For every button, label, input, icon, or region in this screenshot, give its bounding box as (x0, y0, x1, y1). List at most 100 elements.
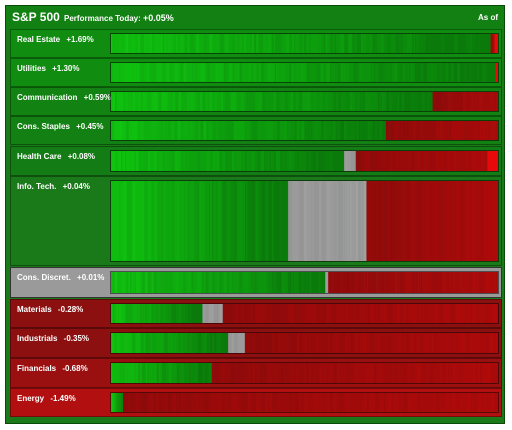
stock-stripe (343, 393, 347, 412)
stock-stripe (256, 363, 258, 383)
stock-stripe (255, 151, 258, 171)
sector-row[interactable]: Info. Tech. +0.04% (10, 176, 502, 266)
stock-stripe (401, 92, 405, 111)
stock-stripe (327, 363, 331, 383)
stock-stripe (257, 363, 261, 383)
sector-row[interactable]: Real Estate +1.69% (10, 29, 502, 58)
sector-row[interactable]: Utilities +1.30% (10, 58, 502, 87)
stock-stripe (111, 63, 114, 82)
sector-row[interactable]: Health Care +0.08% (10, 146, 502, 176)
stock-stripe (283, 333, 288, 353)
stock-stripe (323, 304, 327, 323)
stock-stripe (281, 34, 286, 53)
stock-stripe (265, 121, 270, 140)
stock-stripe (141, 363, 143, 383)
stock-stripe (180, 121, 184, 140)
stock-stripe (308, 34, 311, 53)
stock-stripe (231, 333, 235, 353)
stock-stripe (134, 121, 138, 140)
sector-stock-bar[interactable] (110, 180, 499, 262)
stock-stripe (276, 151, 281, 171)
stock-stripe (333, 34, 335, 53)
sector-name: Utilities (17, 64, 46, 73)
stock-stripe (462, 393, 466, 412)
stock-stripe (432, 272, 436, 293)
stock-stripe (449, 181, 453, 261)
sector-stock-bar[interactable] (110, 362, 499, 384)
sector-row[interactable]: Materials -0.28% (10, 299, 502, 328)
sector-row[interactable]: Communication +0.59% (10, 87, 502, 116)
sector-stock-bar[interactable] (110, 91, 499, 112)
stock-stripe (121, 363, 125, 383)
sector-stock-bar[interactable] (110, 271, 499, 294)
stock-stripe (124, 333, 127, 353)
stock-stripe (306, 363, 310, 383)
stock-stripe (190, 363, 194, 383)
sector-stock-bar[interactable] (110, 303, 499, 324)
sector-stock-bar[interactable] (110, 33, 499, 54)
stock-stripe (217, 363, 219, 383)
sector-row[interactable]: Industrials -0.35% (10, 328, 502, 358)
sector-row[interactable]: Cons. Staples +0.45% (10, 116, 502, 145)
stock-stripe (461, 34, 465, 53)
stock-stripe (387, 92, 390, 111)
stock-stripe (455, 272, 459, 293)
stock-stripe (479, 181, 482, 261)
stock-stripe (410, 363, 412, 383)
sector-stock-bar[interactable] (110, 332, 499, 354)
stock-stripe (182, 92, 187, 111)
stock-stripe (492, 304, 496, 323)
sector-stock-bar[interactable] (110, 150, 499, 172)
stock-stripe (233, 304, 236, 323)
stock-stripe (405, 151, 409, 171)
stock-stripe (172, 92, 176, 111)
stock-stripe (410, 181, 415, 261)
stock-stripe (478, 34, 481, 53)
stock-stripe (415, 63, 418, 82)
stock-stripe (342, 333, 346, 353)
stock-stripe (160, 363, 163, 383)
stock-stripe (324, 151, 327, 171)
sector-row[interactable]: Cons. Discret. +0.01% (10, 267, 502, 298)
stock-stripe (282, 181, 286, 261)
stock-stripe (157, 151, 159, 171)
sector-row[interactable]: Financials -0.68% (10, 358, 502, 388)
sector-stock-bar[interactable] (110, 62, 499, 83)
stock-stripe (280, 333, 282, 353)
stock-stripe (226, 272, 230, 293)
sector-name: Communication (17, 93, 78, 102)
stock-stripe (182, 333, 186, 353)
stock-stripe (275, 63, 277, 82)
stock-stripe (250, 272, 252, 293)
sector-stock-bar[interactable] (110, 120, 499, 141)
stock-stripe (209, 34, 213, 53)
stock-stripe (267, 393, 270, 412)
stock-stripe (298, 181, 300, 261)
stock-stripe (372, 121, 375, 140)
stock-stripe (368, 63, 371, 82)
stock-stripe (305, 304, 309, 323)
stock-stripe (145, 304, 148, 323)
stock-stripe (304, 121, 306, 140)
stock-stripe (126, 304, 128, 323)
sector-change: -0.68% (60, 364, 88, 373)
sector-row[interactable]: Energy -1.49% (10, 388, 502, 417)
stock-stripe (172, 151, 175, 171)
stock-stripe (292, 92, 297, 111)
stock-stripe (116, 92, 119, 111)
sector-stock-bar[interactable] (110, 392, 499, 413)
stock-stripe (487, 151, 491, 171)
stock-stripe (317, 151, 322, 171)
stock-stripe (193, 272, 196, 293)
stock-stripe (168, 393, 170, 412)
stock-stripe (182, 63, 185, 82)
stock-stripe (412, 34, 415, 53)
header-bar: S&P 500 Performance Today: +0.05% As of (6, 6, 504, 30)
stock-stripe (157, 181, 159, 261)
stock-stripe (184, 151, 187, 171)
stock-stripe (184, 363, 188, 383)
stock-stripe (481, 393, 485, 412)
stock-stripe (425, 34, 429, 53)
stock-stripe (225, 304, 230, 323)
stock-stripe (483, 393, 486, 412)
